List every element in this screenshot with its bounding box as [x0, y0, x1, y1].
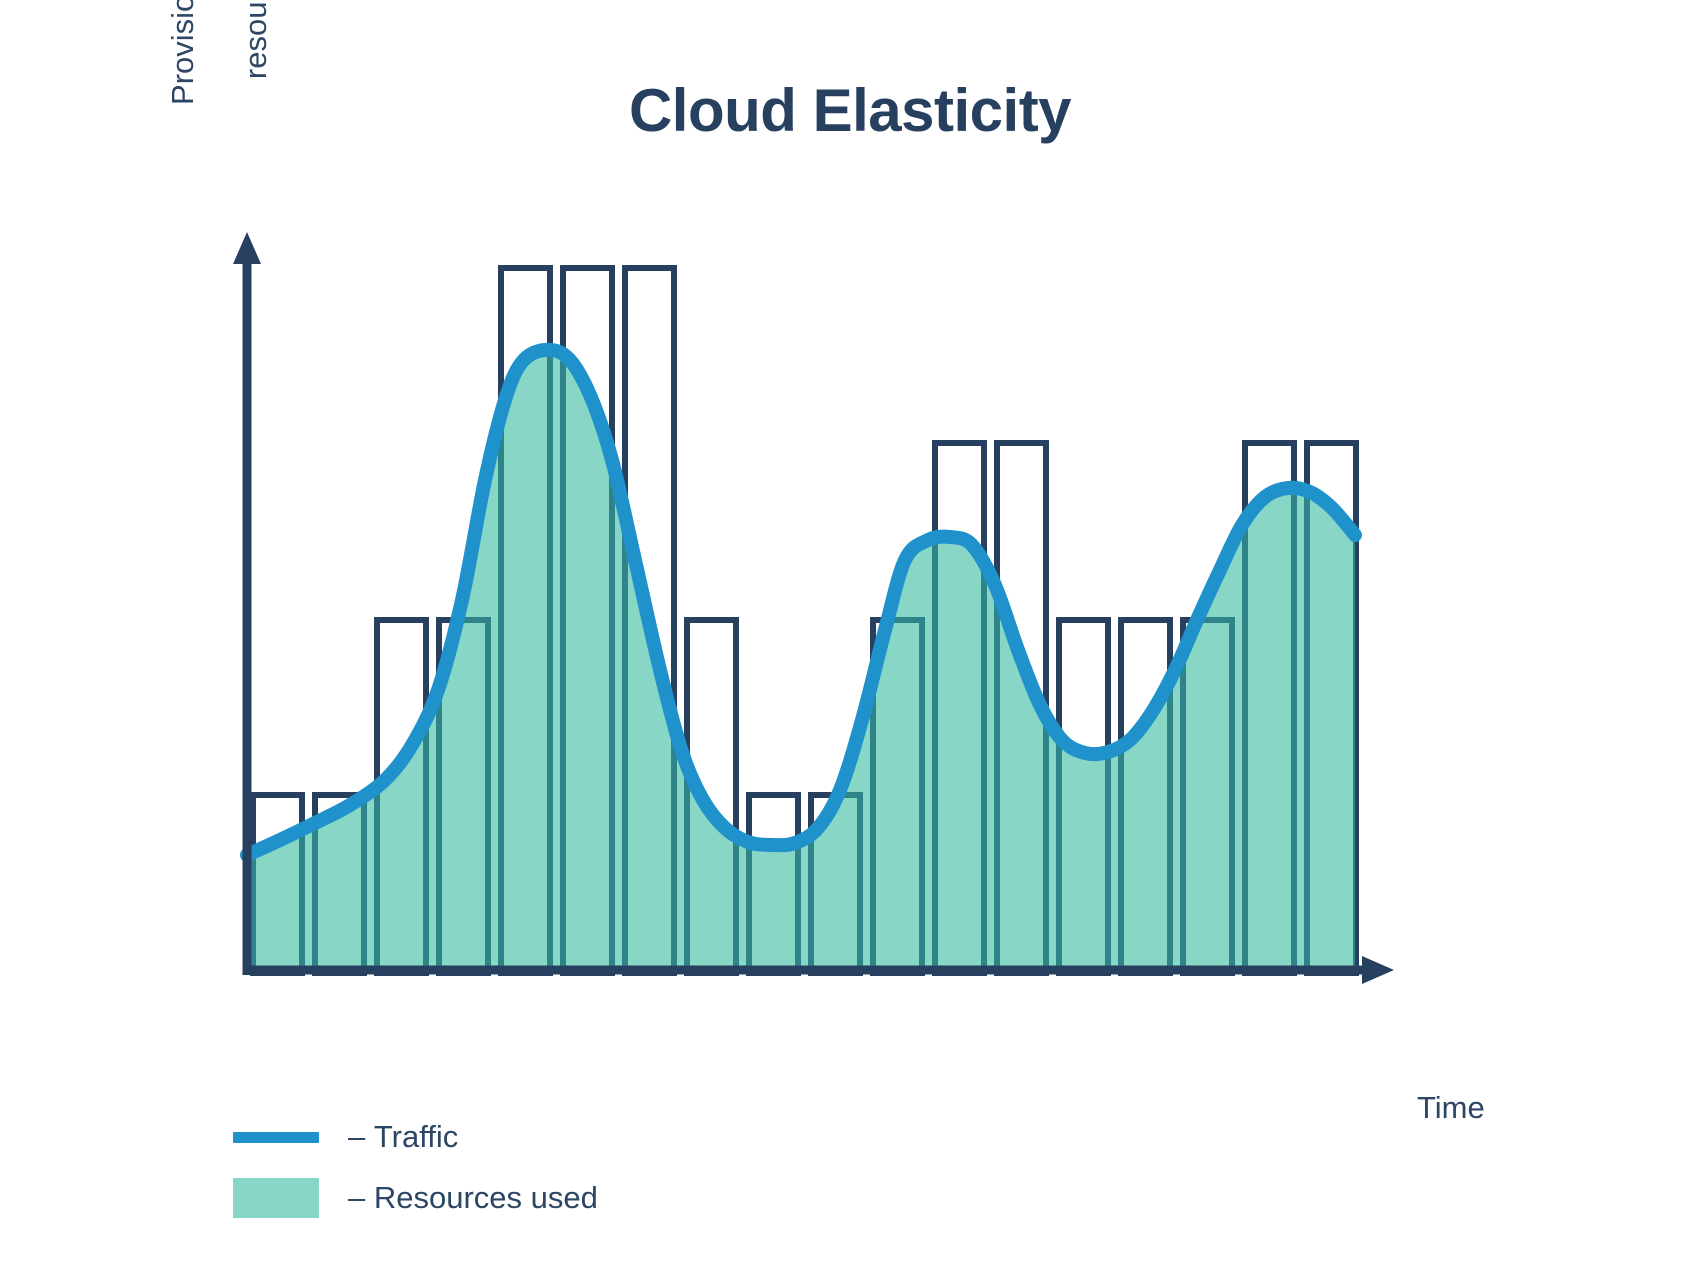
traffic-curve [240, 342, 1362, 862]
provisioned-bar [560, 349, 615, 970]
page-title: Cloud Elasticity [628, 77, 1072, 144]
chart-legend: – Traffic – Resources used [233, 1116, 598, 1219]
legend-swatch-traffic [233, 1131, 319, 1143]
resources-used-area [247, 349, 1355, 970]
legend-label-traffic: – Traffic [348, 1119, 458, 1155]
chart-axes [233, 232, 1394, 984]
legend-item-resources: – Resources used [233, 1177, 598, 1219]
provisioned-bar [1180, 617, 1235, 970]
x-axis-label: Time [1417, 1090, 1485, 1125]
traffic-line-swatch [233, 1131, 319, 1143]
provisioned-bar [870, 617, 925, 970]
resources-box-swatch [233, 1178, 319, 1218]
legend-dash-traffic: – [348, 1119, 366, 1154]
provisioned-bar [498, 349, 553, 970]
legend-name-resources: Resources used [373, 1180, 598, 1215]
legend-label-resources: – Resources used [348, 1180, 598, 1216]
legend-dash-resources: – [348, 1180, 366, 1215]
legend-swatch-resources [233, 1178, 319, 1218]
legend-name-traffic: Traffic [373, 1119, 459, 1154]
legend-item-traffic: – Traffic [233, 1116, 598, 1158]
